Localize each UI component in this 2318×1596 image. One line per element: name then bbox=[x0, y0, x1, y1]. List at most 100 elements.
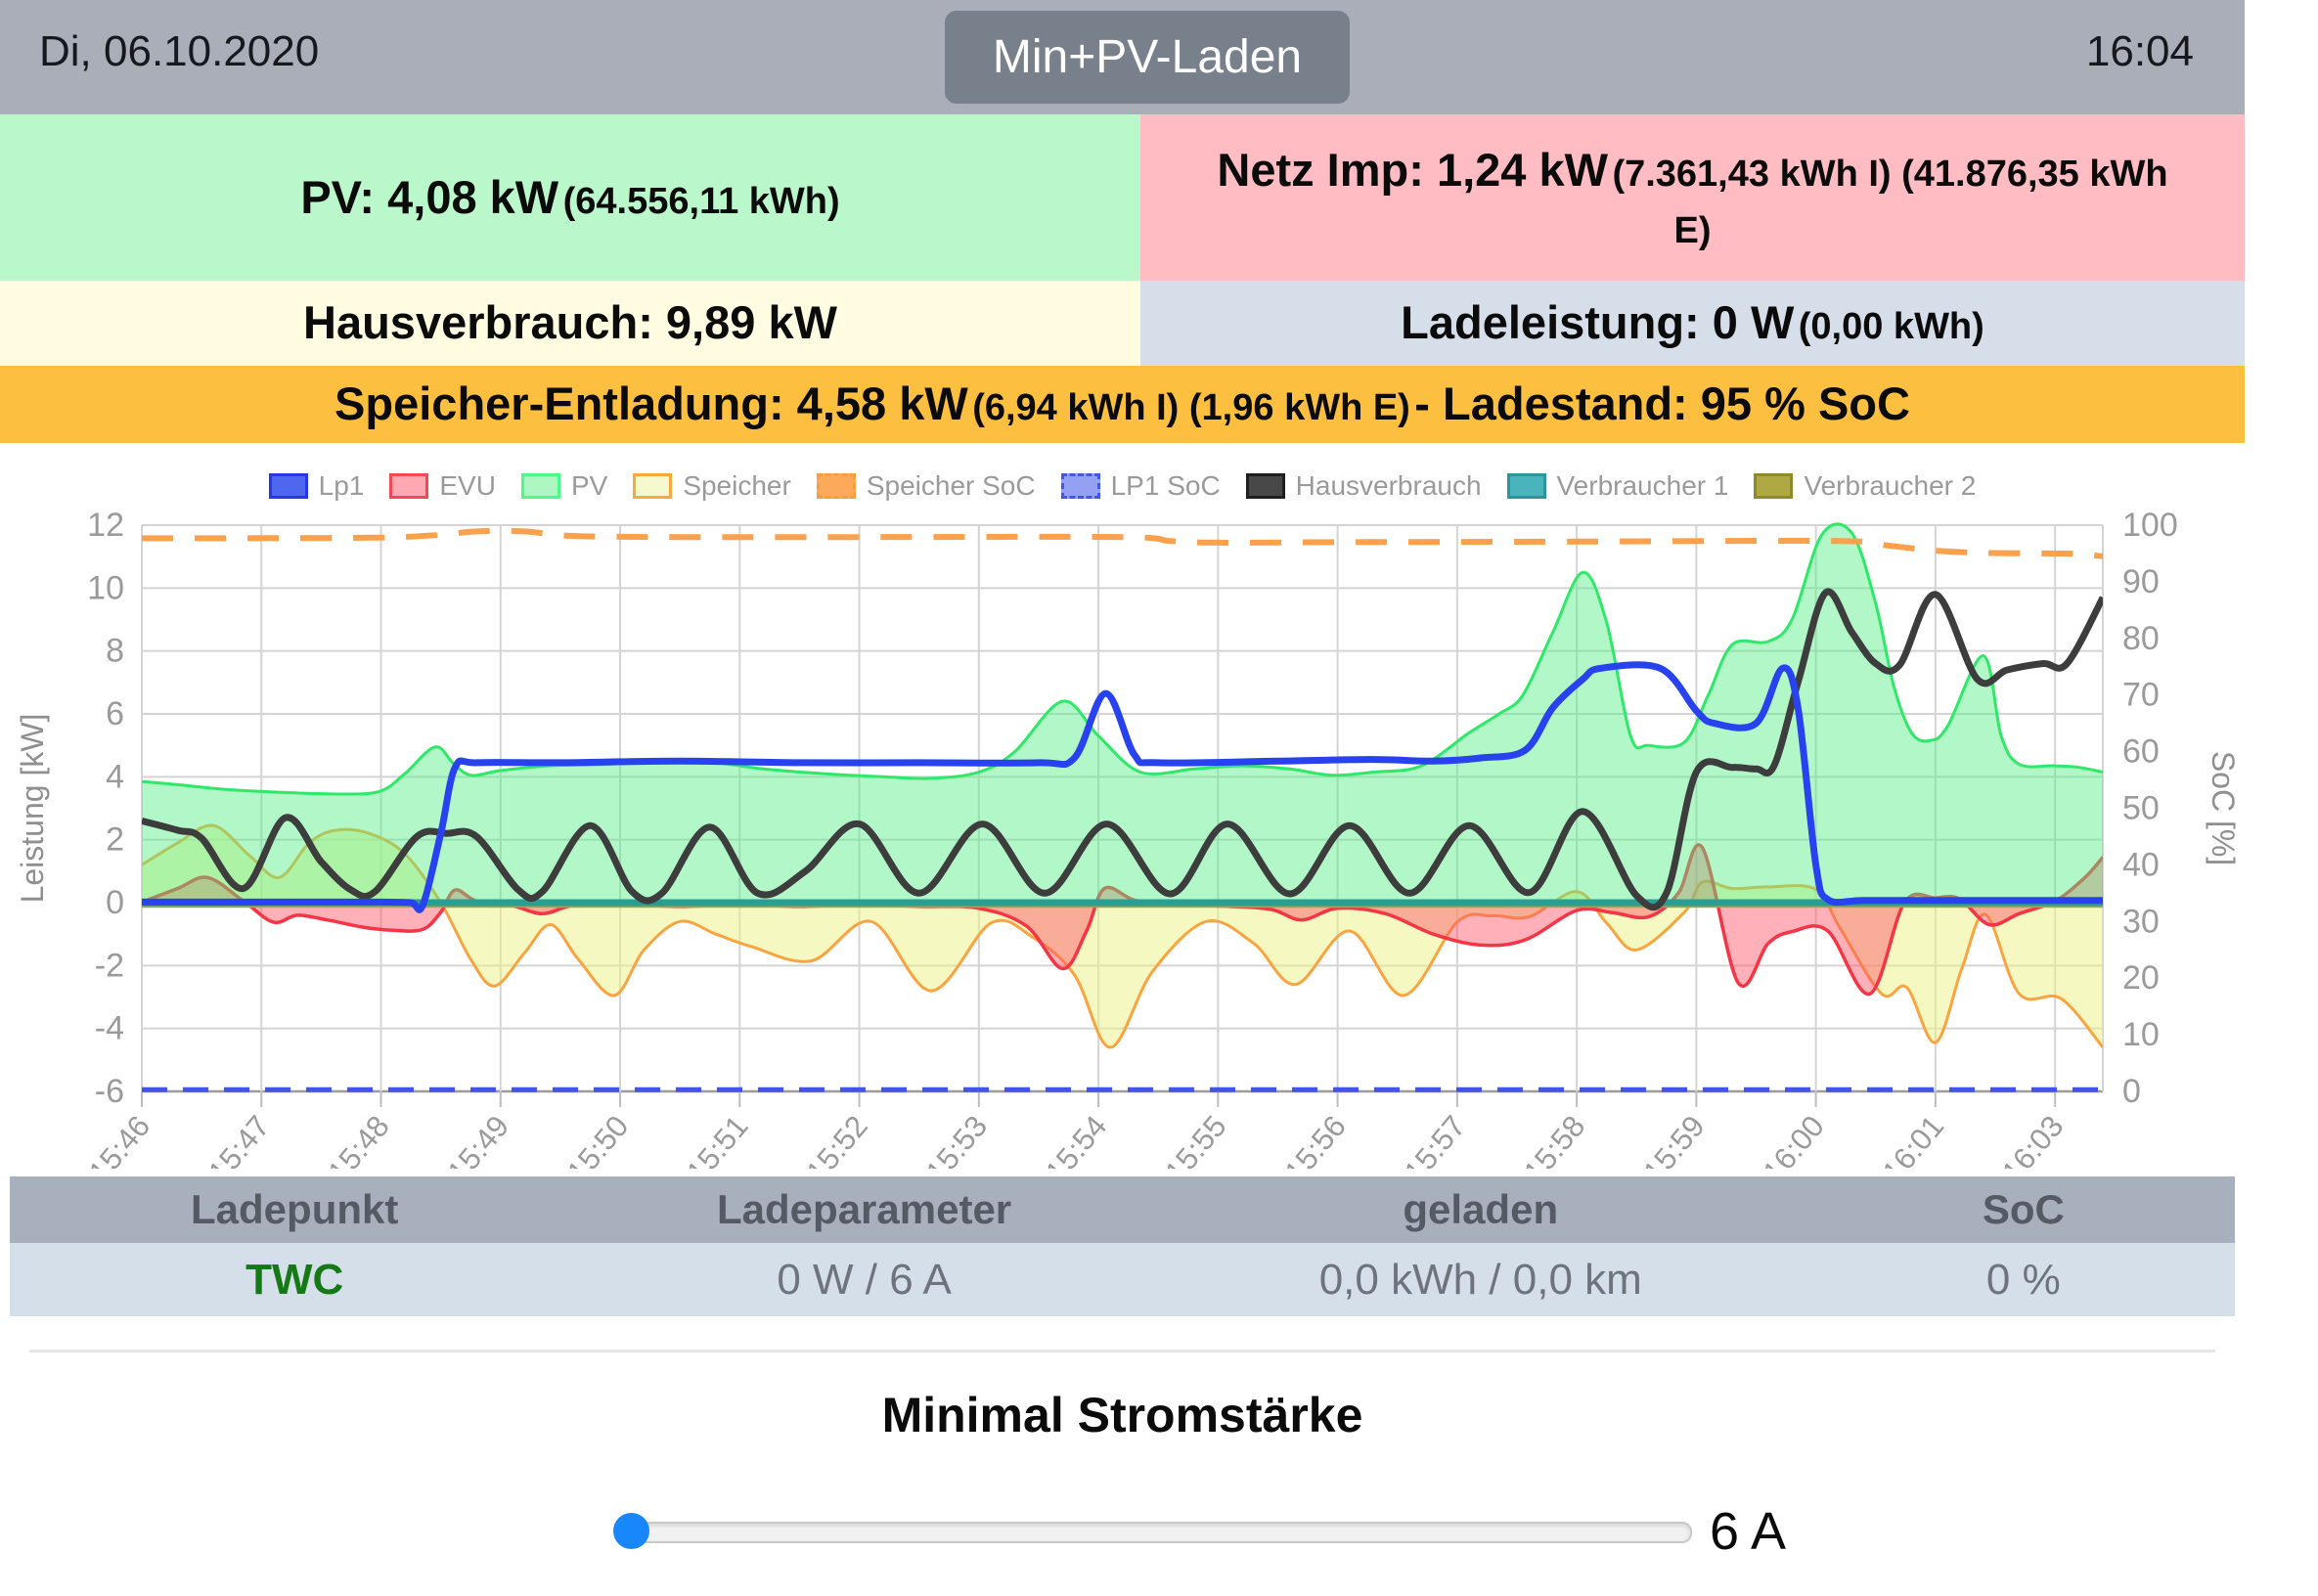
svg-text:15:53: 15:53 bbox=[919, 1109, 995, 1169]
svg-text:16:00: 16:00 bbox=[1756, 1109, 1831, 1169]
svg-text:-6: -6 bbox=[95, 1073, 124, 1110]
battery-energy-totals: (6,94 kWh I) (1,96 kWh E) bbox=[972, 387, 1410, 429]
legend-swatch bbox=[268, 473, 308, 499]
charge-power-tile: Ladeleistung: 0 W (0,00 kWh) bbox=[1140, 281, 2245, 366]
legend-item-pv[interactable]: PV bbox=[520, 470, 608, 502]
house-consumption-tile: Hausverbrauch: 9,89 kW bbox=[0, 281, 1140, 366]
legend-item-verbraucher-2[interactable]: Verbraucher 2 bbox=[1754, 470, 1976, 502]
grid-import-tile: Netz Imp: 1,24 kW (7.361,43 kWh I) (41.8… bbox=[1140, 114, 2245, 281]
svg-text:8: 8 bbox=[106, 633, 124, 670]
col-ladeparameter: Ladeparameter bbox=[717, 1186, 1012, 1232]
svg-text:-4: -4 bbox=[95, 1010, 124, 1047]
col-geladen: geladen bbox=[1403, 1186, 1559, 1232]
charge-parameters: 0 W / 6 A bbox=[777, 1255, 952, 1304]
svg-text:70: 70 bbox=[2122, 677, 2160, 714]
legend-item-lp1[interactable]: Lp1 bbox=[268, 470, 365, 502]
grid-energy-totals: (7.361,43 kWh I) (41.876,35 kWh E) bbox=[1612, 154, 2168, 251]
pv-power-tile: PV: 4,08 kW (64.556,11 kWh) bbox=[0, 114, 1140, 281]
svg-text:60: 60 bbox=[2122, 733, 2160, 771]
svg-text:80: 80 bbox=[2122, 620, 2160, 657]
svg-text:15:58: 15:58 bbox=[1517, 1109, 1592, 1169]
current-date: Di, 06.10.2020 bbox=[39, 27, 320, 75]
svg-text:15:59: 15:59 bbox=[1636, 1109, 1712, 1169]
legend-label: Speicher SoC bbox=[866, 470, 1036, 501]
min-current-slider-thumb[interactable] bbox=[613, 1513, 649, 1549]
svg-text:2: 2 bbox=[106, 821, 124, 859]
legend-label: LP1 SoC bbox=[1110, 470, 1221, 501]
pv-power-value: PV: 4,08 kW bbox=[300, 170, 559, 223]
svg-text:15:48: 15:48 bbox=[321, 1109, 396, 1169]
legend-item-evu[interactable]: EVU bbox=[389, 470, 496, 502]
svg-text:20: 20 bbox=[2122, 959, 2160, 997]
svg-text:15:50: 15:50 bbox=[560, 1109, 636, 1169]
svg-text:15:52: 15:52 bbox=[799, 1109, 874, 1169]
svg-text:6: 6 bbox=[106, 695, 124, 732]
svg-text:15:51: 15:51 bbox=[680, 1109, 755, 1169]
dashboard-page: Di, 06.10.2020 Min+PV-Laden 16:04 PV: 4,… bbox=[0, 0, 2245, 1561]
svg-text:15:49: 15:49 bbox=[440, 1109, 515, 1169]
svg-text:SoC [%]: SoC [%] bbox=[2206, 751, 2241, 865]
col-soc: SoC bbox=[1982, 1186, 2065, 1232]
svg-text:16:01: 16:01 bbox=[1876, 1109, 1951, 1169]
min-current-title: Minimal Stromstärke bbox=[881, 1388, 1363, 1442]
power-chart: -6 -4 -2 0 2 4 6 8 10 12 15:46 15:47 15:48 15:49 15:50… bbox=[0, 443, 2245, 1189]
battery-discharge-value: Speicher-Entladung: 4,58 kW bbox=[334, 377, 968, 430]
min-current-value: 6 A bbox=[1710, 1502, 1787, 1561]
legend-item-hausverbrauch[interactable]: Hausverbrauch bbox=[1245, 470, 1482, 502]
legend-label: EVU bbox=[439, 470, 496, 501]
col-ladepunkt: Ladepunkt bbox=[191, 1186, 399, 1232]
legend-item-verbraucher-1[interactable]: Verbraucher 1 bbox=[1506, 470, 1728, 502]
svg-text:40: 40 bbox=[2122, 846, 2160, 883]
legend-label: Lp1 bbox=[318, 470, 365, 501]
legend-label: Verbraucher 2 bbox=[1804, 470, 1977, 501]
chart-legend: Lp1 EVU PV Speicher Speicher SoC LP1 SoC Hausv… bbox=[0, 470, 2245, 502]
svg-text:15:56: 15:56 bbox=[1277, 1109, 1353, 1169]
svg-text:-2: -2 bbox=[95, 947, 124, 984]
chargepoint-table-header: Ladepunkt Ladeparameter geladen SoC bbox=[10, 1176, 2235, 1243]
svg-text:100: 100 bbox=[2122, 507, 2178, 544]
legend-swatch bbox=[816, 473, 856, 499]
vehicle-soc: 0 % bbox=[1985, 1255, 2061, 1304]
legend-swatch bbox=[389, 473, 429, 499]
svg-text:90: 90 bbox=[2122, 563, 2160, 600]
charged-amount: 0,0 kWh / 0,0 km bbox=[1318, 1255, 1642, 1304]
svg-text:15:47: 15:47 bbox=[201, 1109, 277, 1169]
legend-label: Speicher bbox=[683, 470, 791, 501]
current-time: 16:04 bbox=[2085, 27, 2194, 75]
svg-text:16:03: 16:03 bbox=[1995, 1109, 2071, 1169]
charge-mode-button[interactable]: Min+PV-Laden bbox=[945, 11, 1350, 104]
svg-text:0: 0 bbox=[2122, 1073, 2141, 1110]
grid-import-value: Netz Imp: 1,24 kW bbox=[1217, 144, 1608, 197]
svg-text:30: 30 bbox=[2122, 903, 2160, 940]
table-row[interactable]: TWC 0 W / 6 A 0,0 kWh / 0,0 km 0 % bbox=[10, 1243, 2235, 1316]
legend-swatch bbox=[1060, 473, 1100, 499]
svg-text:15:55: 15:55 bbox=[1158, 1109, 1233, 1169]
svg-text:4: 4 bbox=[106, 758, 124, 795]
legend-item-speicher[interactable]: Speicher bbox=[633, 470, 791, 502]
charge-power-value: Ladeleistung: 0 W bbox=[1401, 296, 1795, 349]
legend-swatch bbox=[1245, 473, 1285, 499]
pv-energy-total: (64.556,11 kWh) bbox=[562, 180, 840, 222]
legend-item-speicher-soc[interactable]: Speicher SoC bbox=[816, 470, 1036, 502]
chart-canvas: -6 -4 -2 0 2 4 6 8 10 12 15:46 15:47 15:48 15:49 15:50… bbox=[15, 507, 2241, 1189]
legend-label: Hausverbrauch bbox=[1295, 470, 1482, 501]
svg-text:15:46: 15:46 bbox=[82, 1109, 157, 1169]
legend-label: PV bbox=[570, 470, 608, 501]
top-status-bar: Di, 06.10.2020 Min+PV-Laden 16:04 bbox=[0, 0, 2245, 114]
svg-text:Leistung [kW]: Leistung [kW] bbox=[15, 714, 50, 904]
svg-text:12: 12 bbox=[87, 507, 124, 544]
svg-text:15:57: 15:57 bbox=[1398, 1109, 1473, 1169]
svg-text:50: 50 bbox=[2122, 790, 2160, 827]
min-current-slider-track[interactable] bbox=[630, 1522, 1692, 1543]
chargepoint-name[interactable]: TWC bbox=[245, 1255, 344, 1304]
svg-text:15:54: 15:54 bbox=[1039, 1109, 1114, 1169]
legend-swatch bbox=[633, 473, 673, 499]
svg-text:0: 0 bbox=[106, 884, 124, 921]
battery-discharge-tile: Speicher-Entladung: 4,58 kW (6,94 kWh I)… bbox=[0, 366, 2245, 443]
legend-item-lp1-soc[interactable]: LP1 SoC bbox=[1060, 470, 1221, 502]
svg-text:10: 10 bbox=[2122, 1016, 2160, 1053]
house-consumption-value: Hausverbrauch: 9,89 kW bbox=[303, 296, 837, 349]
battery-soc-value: - Ladestand: 95 % SoC bbox=[1414, 377, 1910, 430]
chargepoint-table: Ladepunkt Ladeparameter geladen SoC TWC … bbox=[10, 1176, 2235, 1316]
charge-energy-total: (0,00 kWh) bbox=[1798, 306, 1984, 348]
